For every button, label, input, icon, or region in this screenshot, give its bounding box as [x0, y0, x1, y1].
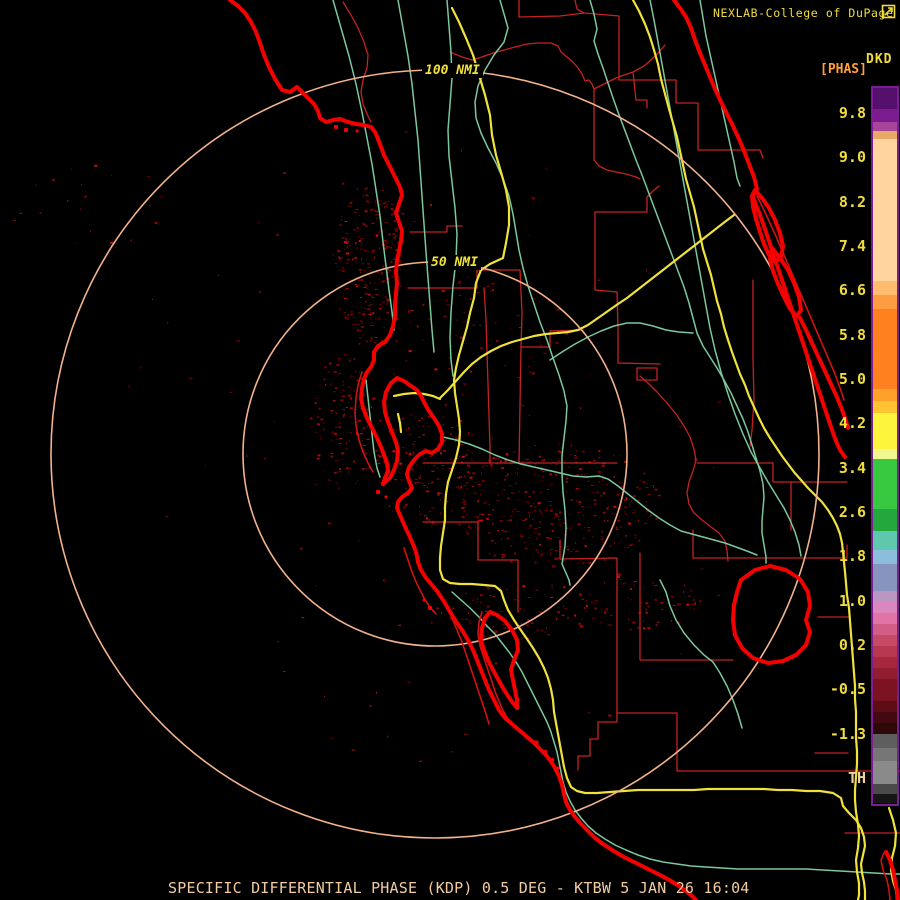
scale-label: 0.2	[838, 636, 866, 654]
product-units-label: [PHAS]	[820, 62, 867, 77]
colorbar-band	[873, 723, 897, 734]
colorbar-band	[873, 531, 897, 550]
scale-label: 7.4	[838, 237, 866, 255]
colorbar-band	[873, 550, 897, 564]
brand-label: NEXLAB-College of DuPage	[713, 6, 894, 20]
colorbar-band	[873, 701, 897, 712]
colorbar-band	[873, 761, 897, 784]
colorbar-band	[873, 413, 897, 449]
colorbar-band	[873, 613, 897, 624]
colorbar-band	[873, 668, 897, 679]
colorbar-band	[873, 794, 897, 803]
colorbar-band	[873, 748, 897, 761]
colorbar-band	[873, 88, 897, 109]
island-dots	[334, 125, 560, 770]
colorbar-band	[873, 712, 897, 723]
scale-label: 3.4	[838, 459, 866, 477]
scale-label: 5.8	[838, 326, 866, 344]
scale-label: 4.2	[838, 414, 866, 432]
colorbar-band	[873, 734, 897, 748]
colorbar-band	[873, 602, 897, 613]
scale-label: -0.5	[829, 680, 866, 698]
product-code-label: DKD	[866, 52, 893, 67]
scale-label: 8.2	[838, 193, 866, 211]
colorbar-band	[873, 784, 897, 794]
colorbar-band	[873, 591, 897, 602]
layer-road_yellow	[392, 0, 899, 900]
colorbar-band	[873, 679, 897, 701]
colorbar-band	[873, 295, 897, 309]
colorbar-band	[873, 109, 897, 122]
colorbar-band	[873, 646, 897, 657]
colorbar-band	[873, 281, 897, 295]
colorbar-band	[873, 309, 897, 389]
colorbar-band	[873, 139, 897, 281]
clutter-layer	[13, 131, 722, 762]
ring-label-50nmi: 50 NMI	[428, 255, 481, 270]
scale-label: 6.6	[838, 281, 866, 299]
colorbar-band	[873, 449, 897, 459]
caption-label: SPECIFIC DIFFERENTIAL PHASE (KDP) 0.5 DE…	[168, 879, 750, 897]
colorbar-band	[873, 131, 897, 139]
cod-logo-icon	[881, 4, 896, 23]
colorbar-band	[873, 635, 897, 646]
scale-label: 9.0	[838, 148, 866, 166]
scale-label: 9.8	[838, 104, 866, 122]
colorbar-band	[873, 624, 897, 635]
colorbar-band	[873, 657, 897, 668]
scale-label: TH	[847, 769, 866, 787]
scale-label: 2.6	[838, 503, 866, 521]
colorbar-band	[873, 509, 897, 531]
layer-coast	[228, 0, 900, 900]
scale-label: 1.0	[838, 592, 866, 610]
colorbar-band	[873, 389, 897, 401]
colorbar-band	[873, 401, 897, 413]
colorbar-band	[873, 564, 897, 591]
ring-label-100nmi: 100 NMI	[422, 63, 483, 78]
colorbar	[871, 86, 899, 806]
colorbar-band	[873, 459, 897, 509]
colorbar-band	[873, 122, 897, 131]
scale-label: 5.0	[838, 370, 866, 388]
scale-label: 1.8	[838, 547, 866, 565]
scale-label: -1.3	[829, 725, 866, 743]
range-rings	[50, 69, 820, 839]
